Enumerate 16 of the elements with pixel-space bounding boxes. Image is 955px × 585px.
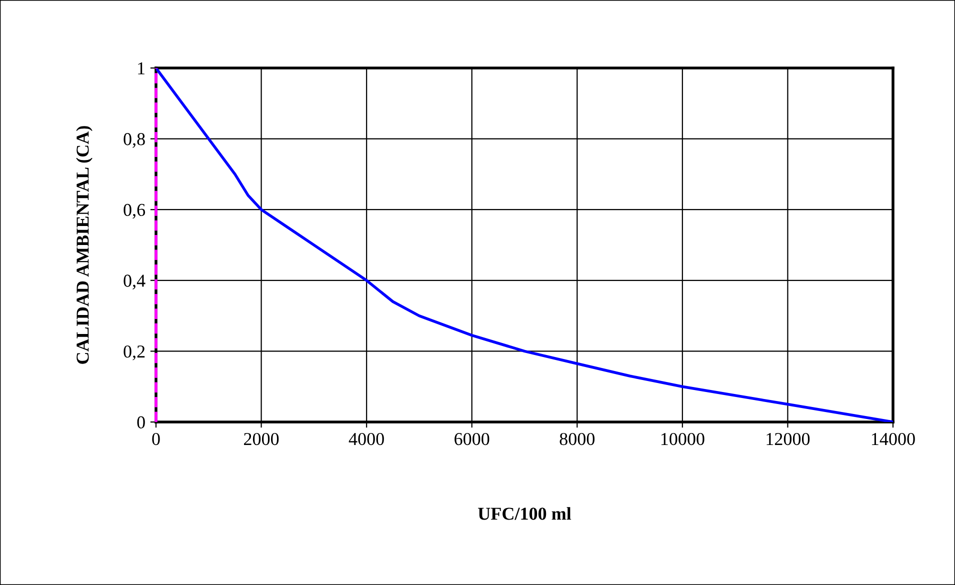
x-tick-label: 2000 [244, 432, 279, 446]
x-tick-label: 6000 [454, 432, 490, 446]
y-tick-label: 0 [137, 416, 145, 428]
y-axis-title: CALIDAD AMBIENTAL (CA) [76, 126, 92, 364]
x-tick-label: 8000 [560, 432, 595, 446]
x-tick-label: 0 [152, 432, 160, 446]
x-axis-title: UFC/100 ml [478, 507, 572, 520]
y-tick-label: 0,6 [124, 204, 146, 219]
x-tick-label: 10000 [661, 432, 704, 446]
y-tick-label: 0,4 [124, 274, 146, 290]
x-tick-label: 14000 [872, 432, 915, 446]
y-tick-label: 0,8 [124, 133, 145, 148]
x-tick-label: 12000 [766, 432, 810, 446]
y-tick-label: 0,2 [124, 345, 145, 360]
x-tick-label: 4000 [348, 432, 384, 446]
y-tick-label: 1 [138, 62, 144, 74]
